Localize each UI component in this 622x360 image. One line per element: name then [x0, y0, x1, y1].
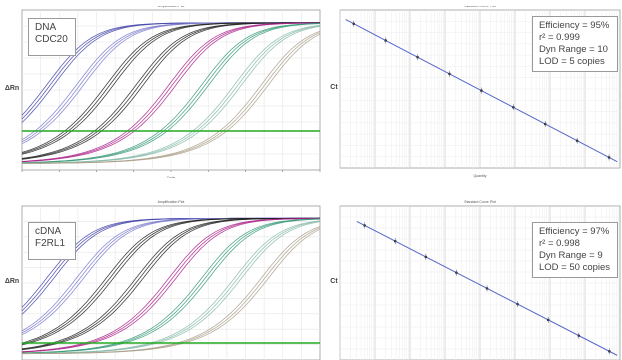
gene-name-label: CDC20: [35, 34, 68, 45]
standard-curve-plot-dna: Standard Curve Plot Ct Quantity Efficiency…: [326, 6, 622, 178]
stats-box-dna: Efficiency = 95% r² = 0.999 Dyn Range = …: [532, 16, 618, 72]
amplification-curve: [21, 218, 320, 353]
chart-title: Amplification Plot: [158, 200, 185, 204]
stat-dyn-range: Dyn Range = 10: [539, 44, 608, 55]
amplification-plot-cdna: Amplification Plot ΔRn cDNA F2RL1: [4, 200, 322, 360]
amplification-curve: [22, 228, 321, 355]
amplification-curve: [21, 218, 321, 354]
amplification-plot-dna: Amplification Plot ΔRn Cycle DNA CDC20: [4, 6, 322, 178]
x-axis-label: Cycle: [167, 176, 176, 178]
stat-efficiency: Efficiency = 97%: [539, 226, 610, 237]
standard-curve-chart-cdna: Standard Curve Plot Ct: [330, 200, 621, 360]
sample-type-label: DNA: [35, 22, 57, 33]
stats-box-cdna: Efficiency = 97% r² = 0.998 Dyn Range = …: [532, 222, 618, 278]
y-axis-label: Ct: [330, 84, 338, 91]
amplification-curve: [21, 23, 321, 164]
amplification-curve: [21, 22, 320, 163]
stat-lod: LOD = 5 copies: [539, 56, 605, 67]
y-axis-label: ΔRn: [5, 278, 19, 285]
stat-r-squared: r² = 0.999: [539, 32, 580, 43]
y-axis-label: Ct: [330, 278, 338, 285]
stat-dyn-range: Dyn Range = 9: [539, 250, 603, 261]
chart-title: Standard Curve Plot: [464, 6, 496, 8]
stat-r-squared: r² = 0.998: [539, 238, 580, 249]
chart-title: Standard Curve Plot: [464, 200, 496, 204]
standard-curve-plot-cdna: Standard Curve Plot Ct Efficiency = 97% r…: [326, 200, 622, 360]
chart-title: Amplification Plot: [158, 6, 185, 8]
amplification-chart-dna: Amplification Plot ΔRn Cycle: [5, 6, 321, 178]
sample-label-box-dna: DNA CDC20: [28, 18, 76, 56]
stat-efficiency: Efficiency = 95%: [539, 20, 610, 31]
amplification-curve: [21, 218, 320, 351]
gene-name-label: F2RL1: [35, 238, 66, 249]
sample-type-label: cDNA: [35, 226, 62, 237]
amplification-curve: [21, 22, 320, 160]
amplification-curve: [22, 33, 321, 164]
sample-label-box-cdna: cDNA F2RL1: [28, 222, 76, 260]
amplification-chart-cdna: Amplification Plot ΔRn: [5, 200, 321, 360]
amplification-curve: [21, 25, 321, 164]
stat-lod: LOD = 50 copies: [539, 262, 611, 273]
x-axis-label: Quantity: [473, 174, 486, 178]
y-axis-label: ΔRn: [5, 85, 19, 92]
